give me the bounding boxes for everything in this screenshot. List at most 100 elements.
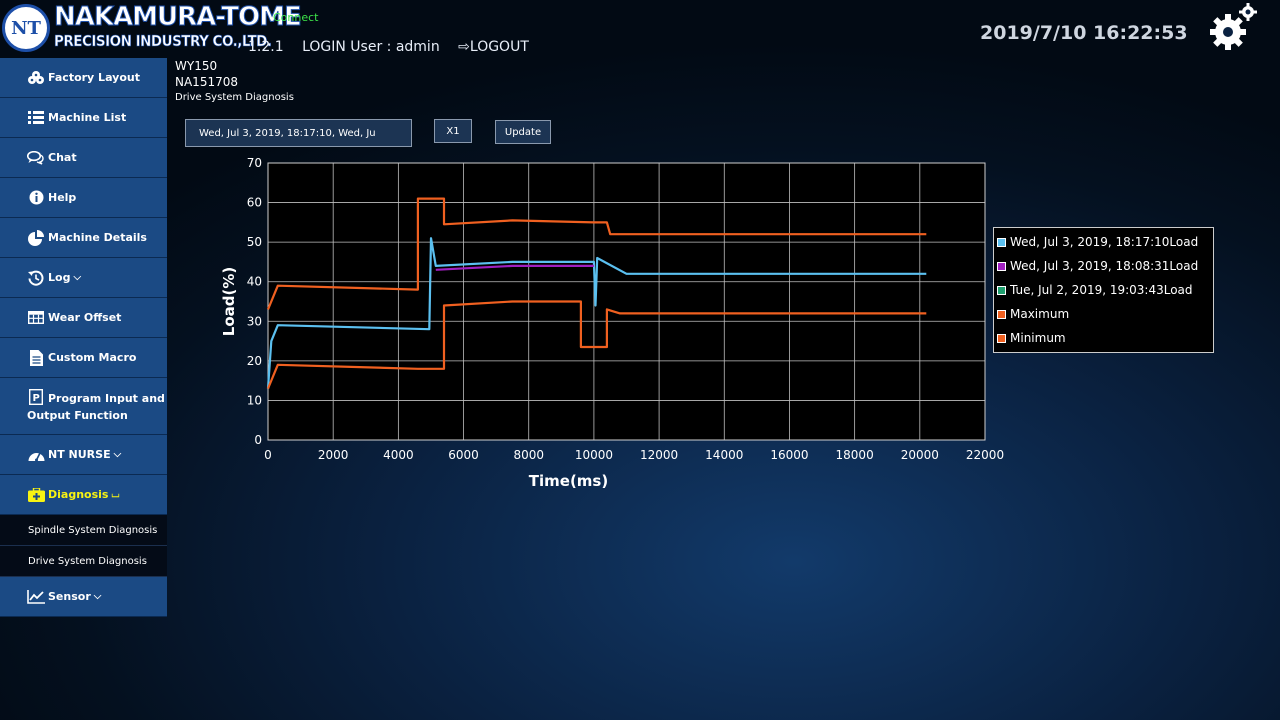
table-icon xyxy=(27,310,45,326)
y-tick-label: 70 xyxy=(247,156,262,170)
x-tick-label: 20000 xyxy=(901,448,939,462)
sidebar-item-chat[interactable]: Chat xyxy=(0,138,167,178)
y-tick-label: 10 xyxy=(247,393,262,407)
sidebar-item-label: Machine List xyxy=(48,111,127,124)
x-tick-label: 16000 xyxy=(770,448,808,462)
legend-label: Wed, Jul 3, 2019, 18:08:31Load xyxy=(1010,259,1199,273)
legend-swatch xyxy=(997,261,1006,271)
subitem-label: Drive System Diagnosis xyxy=(28,555,147,567)
legend-label: Minimum xyxy=(1010,331,1066,345)
sidebar-item-wear-offset[interactable]: Wear Offset xyxy=(0,298,167,338)
x-tick-label: 10000 xyxy=(575,448,613,462)
sidebar-item-machine-details[interactable]: Machine Details xyxy=(0,218,167,258)
chevron-down-icon: ⌵ xyxy=(93,591,102,602)
x-tick-label: 12000 xyxy=(640,448,678,462)
program-icon: P xyxy=(27,388,45,405)
sidebar-item-log[interactable]: Log ⌵ xyxy=(0,258,167,298)
legend-swatch xyxy=(997,309,1006,319)
current-datetime: 2019/7/10 16:22:53 xyxy=(980,22,1188,44)
subitem-label: Spindle System Diagnosis xyxy=(28,524,158,536)
y-tick-label: 40 xyxy=(247,275,262,289)
sidebar-item-sensor[interactable]: Sensor ⌵ xyxy=(0,577,167,617)
chevron-down-icon: ⌵ xyxy=(113,449,122,460)
machine-info: WY150 NA151708 Drive System Diagnosis xyxy=(175,58,294,106)
version-text: 1.2.1 xyxy=(248,39,284,55)
history-icon xyxy=(27,270,45,286)
login-user-text: LOGIN User : admin xyxy=(302,39,440,55)
sidebar-item-machine-list[interactable]: Machine List xyxy=(0,98,167,138)
connection-status: Connect xyxy=(273,11,319,24)
logout-button[interactable]: ⇨LOGOUT xyxy=(458,39,529,55)
sidebar-item-label: Custom Macro xyxy=(48,351,137,364)
x-tick-label: 14000 xyxy=(705,448,743,462)
x-tick-label: 2000 xyxy=(318,448,349,462)
x-tick-label: 6000 xyxy=(448,448,479,462)
legend-item[interactable]: Wed, Jul 3, 2019, 18:17:10Load xyxy=(994,230,1213,254)
sidebar-item-diagnosis[interactable]: Diagnosis ⌴ xyxy=(0,475,167,515)
y-axis-label: Load(%) xyxy=(220,267,238,336)
x-axis-label: Time(ms) xyxy=(529,472,608,490)
series-line-maximum xyxy=(266,197,927,310)
chevron-up-icon: ⌴ xyxy=(111,489,120,500)
chevron-down-icon: ⌵ xyxy=(73,272,82,283)
sidebar-nav: Factory Layout Machine List Chat Help Ma… xyxy=(0,58,167,617)
y-tick-label: 50 xyxy=(247,235,262,249)
legend-item[interactable]: Minimum xyxy=(994,326,1213,350)
list-icon xyxy=(27,110,45,126)
logo-line2: PRECISION INDUSTRY CO.,LTD. xyxy=(54,32,273,51)
x-tick-label: 18000 xyxy=(836,448,874,462)
chart-legend: Wed, Jul 3, 2019, 18:17:10Load Wed, Jul 3… xyxy=(993,227,1214,353)
logout-icon: ⇨ xyxy=(458,39,470,55)
line-chart-icon xyxy=(27,589,45,605)
series-line-load-2 xyxy=(435,264,594,271)
dashboard-icon xyxy=(27,447,45,463)
legend-label: Wed, Jul 3, 2019, 18:17:10Load xyxy=(1010,235,1199,249)
sidebar-subitem-spindle-diagnosis[interactable]: Spindle System Diagnosis xyxy=(0,515,167,546)
sidebar-subitem-drive-diagnosis[interactable]: Drive System Diagnosis xyxy=(0,546,167,577)
chat-icon xyxy=(27,150,45,166)
sidebar-item-program-io[interactable]: P Program Input and Output Function xyxy=(0,378,167,435)
sidebar-item-help[interactable]: Help xyxy=(0,178,167,218)
medkit-icon xyxy=(27,487,45,503)
legend-item[interactable]: Wed, Jul 3, 2019, 18:08:31Load xyxy=(994,254,1213,278)
settings-gear-icon[interactable] xyxy=(1208,2,1258,50)
legend-label: Tue, Jul 2, 2019, 19:03:43Load xyxy=(1010,283,1193,297)
svg-text:P: P xyxy=(33,393,40,404)
y-tick-label: 60 xyxy=(247,196,262,210)
y-tick-label: 20 xyxy=(247,354,262,368)
sidebar-item-nt-nurse[interactable]: NT NURSE ⌵ xyxy=(0,435,167,475)
legend-item[interactable]: Maximum xyxy=(994,302,1213,326)
sidebar-item-label: NT NURSE xyxy=(48,448,111,461)
logo-emblem: NT xyxy=(2,4,50,52)
update-button[interactable]: Update xyxy=(495,120,551,144)
sidebar-item-label: Log xyxy=(48,271,71,284)
series-line-load-1 xyxy=(266,237,927,389)
sidebar-item-label: Wear Offset xyxy=(48,311,122,324)
legend-label: Maximum xyxy=(1010,307,1070,321)
plot-area xyxy=(268,163,985,440)
sidebar-item-label: Diagnosis xyxy=(48,488,109,501)
machine-model: WY150 xyxy=(175,59,218,73)
legend-swatch xyxy=(997,237,1006,247)
logo-line1: NAKAMURA-TOME xyxy=(54,2,303,33)
date-range-selector[interactable]: Wed, Jul 3, 2019, 18:17:10, Wed, Ju xyxy=(185,119,412,147)
legend-swatch xyxy=(997,333,1006,343)
header-info: 1.2.1 LOGIN User : admin ⇨LOGOUT xyxy=(248,39,543,55)
y-tick-label: 30 xyxy=(247,314,262,328)
sidebar-item-custom-macro[interactable]: Custom Macro xyxy=(0,338,167,378)
sidebar-item-label: Chat xyxy=(48,151,77,164)
company-logo: NT NAKAMURA-TOME PRECISION INDUSTRY CO.,… xyxy=(2,2,302,54)
sidebar-item-label: Factory Layout xyxy=(48,71,140,84)
legend-item[interactable]: Tue, Jul 2, 2019, 19:03:43Load xyxy=(994,278,1213,302)
x-tick-label: 22000 xyxy=(966,448,1004,462)
plot-border xyxy=(267,162,986,441)
scale-button[interactable]: X1 xyxy=(434,119,472,143)
sidebar-item-factory-layout[interactable]: Factory Layout xyxy=(0,58,167,98)
y-tick-label: 0 xyxy=(254,433,262,447)
info-icon xyxy=(27,190,45,206)
legend-swatch xyxy=(997,285,1006,295)
document-icon xyxy=(27,349,45,366)
sidebar-item-label: Machine Details xyxy=(48,231,147,244)
sidebar-item-label: Sensor xyxy=(48,590,91,603)
